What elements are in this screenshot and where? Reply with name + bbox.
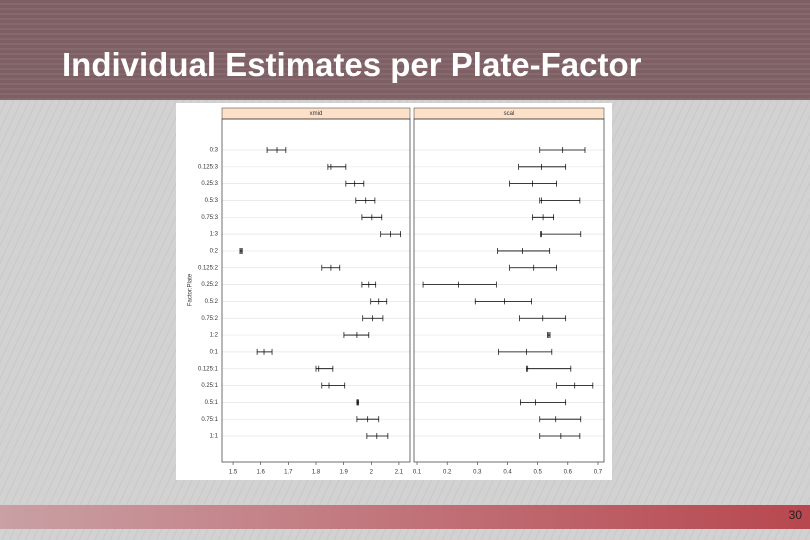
x-tick-label: 2 [370, 470, 374, 476]
y-tick-label: 0.75:3 [201, 215, 218, 221]
x-tick-label: 1.6 [257, 470, 266, 476]
panel-frame [221, 118, 411, 463]
y-tick-label: 0.25:1 [201, 383, 218, 389]
x-tick-label: 0.6 [564, 470, 573, 476]
strip-label: xmid [310, 111, 323, 117]
x-tick-label: 1.8 [312, 470, 321, 476]
x-tick-label: 2.1 [395, 470, 404, 476]
y-axis-label: Factor:Plate [188, 273, 194, 306]
y-tick-label: 0.125:3 [198, 164, 219, 170]
y-tick-label: 0.5:1 [205, 400, 219, 406]
y-tick-label: 0.5:2 [205, 299, 219, 305]
y-tick-label: 0.125:1 [198, 366, 219, 372]
panel-frame [413, 118, 605, 463]
title-band [0, 0, 810, 100]
x-tick-label: 1.9 [339, 470, 348, 476]
footer-band [0, 505, 810, 529]
y-tick-label: 0.75:2 [201, 316, 218, 322]
y-tick-label: 0.5:3 [205, 198, 219, 204]
x-tick-label: 0.4 [503, 470, 512, 476]
x-tick-label: 0.2 [443, 470, 452, 476]
x-tick-label: 1.7 [284, 470, 293, 476]
x-tick-label: 0.7 [594, 470, 603, 476]
y-tick-label: 0:2 [210, 249, 219, 255]
x-tick-label: 1.5 [229, 470, 238, 476]
x-tick-label: 0.5 [533, 470, 542, 476]
y-tick-label: 0.125:2 [198, 265, 219, 271]
y-tick-label: 0.75:1 [201, 417, 218, 423]
y-tick-label: 0.25:2 [201, 282, 218, 288]
y-tick-label: 0.25:3 [201, 181, 218, 187]
y-tick-label: 1:1 [210, 434, 219, 440]
page-number: 30 [788, 508, 802, 522]
slide-title: Individual Estimates per Plate-Factor [62, 46, 642, 83]
chart: Factor:Plate 0:3 0.125:3 0.25:3 0.5:3 0.75:3… [176, 103, 612, 480]
y-tick-label: 0:3 [210, 148, 219, 154]
x-tick-label: 0.3 [473, 470, 482, 476]
y-tick-label: 1:3 [210, 232, 219, 238]
x-tick-label: 0.1 [413, 470, 422, 476]
y-tick-label: 1:2 [210, 333, 219, 339]
y-tick-label: 0:1 [210, 349, 219, 355]
strip-label: scal [504, 111, 515, 117]
